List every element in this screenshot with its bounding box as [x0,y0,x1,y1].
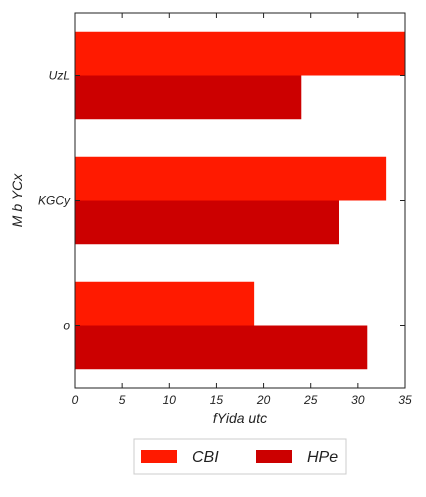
legend: CBI HPe [134,439,346,474]
x-tick-label-30: 30 [351,393,365,407]
x-axis-title: fYida utc [213,410,267,426]
x-tick-label-0: 0 [72,393,79,407]
y-tick-label-uzl: UzL [49,69,70,83]
y-axis-title: M b YCx [9,173,25,227]
x-tick-label-20: 20 [256,393,271,407]
legend-swatch-hpe [256,450,292,463]
legend-label-hpe: HPe [307,449,338,466]
bar-hpe-kgcy [75,201,339,245]
x-tick-label-35: 35 [398,393,412,407]
legend-swatch-cbi [141,450,177,463]
y-tick-label-kgcy: KGCy [38,194,71,208]
y-tick-label-o: o [63,319,70,333]
bar-cbi-o [75,282,254,326]
bar-hpe-o [75,326,367,370]
x-tick-label-5: 5 [119,393,126,407]
bar-cbi-uzl [75,32,405,76]
bar-hpe-uzl [75,76,301,120]
x-tick-label-25: 25 [303,393,318,407]
legend-label-cbi: CBI [192,449,219,466]
x-tick-label-10: 10 [163,393,177,407]
bar-cbi-kgcy [75,157,386,201]
x-tick-label-15: 15 [210,393,224,407]
bars-group [75,32,405,370]
